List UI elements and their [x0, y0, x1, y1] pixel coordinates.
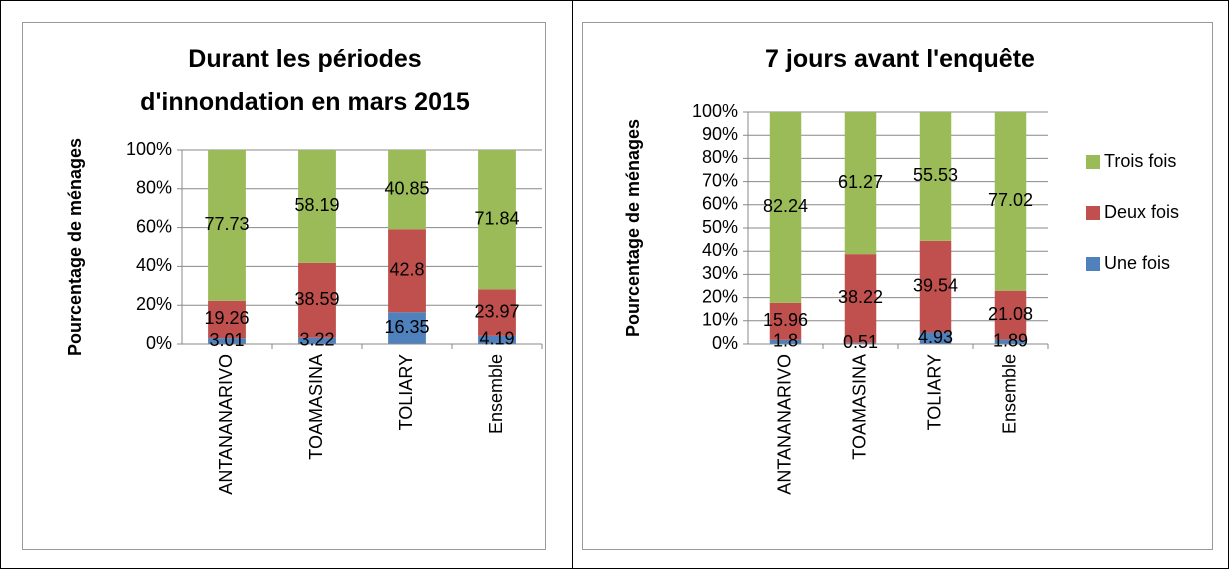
bar-segment	[298, 262, 336, 338]
x-tick-label: ANTANANARIVO	[774, 354, 794, 495]
data-label: 19.26	[204, 308, 249, 328]
bar-segment	[844, 254, 877, 343]
x-tick-label: ANTANANARIVO	[216, 354, 236, 495]
data-label: 38.22	[838, 287, 883, 307]
bar-segment	[919, 332, 952, 344]
x-tick-label: Ensemble	[999, 354, 1019, 434]
bar-segment	[769, 302, 802, 340]
bar-segment	[919, 112, 952, 241]
bar-segment	[298, 337, 336, 344]
chart-border	[22, 22, 546, 550]
y-tick-label: 100%	[692, 101, 738, 121]
legend-label: Une fois	[1104, 253, 1170, 273]
bar-segment	[388, 229, 426, 313]
data-label: 4.93	[918, 327, 953, 347]
bar-segment	[388, 312, 426, 344]
y-tick-label: 100%	[126, 139, 172, 159]
bar-segment	[208, 300, 246, 339]
y-tick-label: 10%	[702, 310, 738, 330]
chart-title: Durant les périodes d'innondation en mar…	[140, 45, 470, 116]
legend-label: Trois fois	[1104, 151, 1176, 171]
y-tick-label: 70%	[702, 170, 738, 190]
y-tick-label: 80%	[702, 147, 738, 167]
data-label: 3.01	[209, 330, 244, 350]
bar-segment	[994, 339, 1027, 344]
y-tick-label: 60%	[136, 216, 172, 236]
y-tick-label: 0%	[146, 333, 172, 353]
y-tick-label: 40%	[702, 240, 738, 260]
y-tick-label: 50%	[702, 217, 738, 237]
chart-border	[582, 22, 1213, 550]
bar-segment	[388, 150, 426, 230]
y-tick-label: 60%	[702, 194, 738, 214]
bar-segment	[994, 290, 1027, 340]
y-axis-label: Pourcentage de ménages	[65, 138, 85, 356]
legend-swatch	[1086, 155, 1100, 169]
bar-segment	[844, 342, 877, 344]
data-label: 21.08	[988, 304, 1033, 324]
x-tick-label: TOLIARY	[396, 354, 416, 430]
data-label: 1.89	[993, 331, 1028, 351]
x-tick-label: TOAMASINA	[849, 354, 869, 460]
data-label: 82.24	[763, 196, 808, 216]
data-label: 1.8	[773, 331, 798, 351]
legend-swatch	[1086, 257, 1100, 271]
data-label: 39.54	[913, 275, 958, 295]
data-label: 4.19	[479, 329, 514, 349]
bar-segment	[844, 112, 877, 255]
data-label: 16.35	[384, 317, 429, 337]
data-label: 0.51	[843, 332, 878, 352]
y-tick-label: 0%	[712, 333, 738, 353]
data-label: 38.59	[294, 289, 339, 309]
data-label: 40.85	[384, 178, 429, 198]
data-label: 55.53	[913, 165, 958, 185]
data-label: 71.84	[474, 208, 519, 228]
bar-segment	[208, 150, 246, 301]
y-tick-label: 20%	[136, 294, 172, 314]
bar-segment	[919, 240, 952, 333]
bar-segment	[478, 289, 516, 336]
cell-border	[572, 0, 1229, 569]
y-tick-label: 80%	[136, 178, 172, 198]
bar-segment	[769, 339, 802, 344]
data-label: 42.8	[389, 260, 424, 280]
x-tick-label: TOAMASINA	[306, 354, 326, 460]
bar-segment	[298, 150, 336, 263]
bar-segment	[478, 150, 516, 290]
y-tick-label: 30%	[702, 263, 738, 283]
bar-segment	[769, 112, 802, 303]
data-label: 77.02	[988, 190, 1033, 210]
data-label: 77.73	[204, 214, 249, 234]
bar-segment	[478, 335, 516, 344]
legend-swatch	[1086, 206, 1100, 220]
y-axis-label: Pourcentage de ménages	[623, 119, 643, 337]
x-tick-label: Ensemble	[486, 354, 506, 434]
data-label: 23.97	[474, 301, 519, 321]
data-label: 15.96	[763, 310, 808, 330]
data-label: 61.27	[838, 172, 883, 192]
bar-segment	[208, 338, 246, 344]
chart-title: 7 jours avant l'enquête	[765, 45, 1035, 73]
bar-segment	[994, 112, 1027, 291]
data-label: 58.19	[294, 195, 339, 215]
y-tick-label: 90%	[702, 124, 738, 144]
legend-label: Deux fois	[1104, 202, 1179, 222]
y-tick-label: 40%	[136, 255, 172, 275]
data-label: 3.22	[299, 330, 334, 350]
x-tick-label: TOLIARY	[924, 354, 944, 430]
y-tick-label: 20%	[702, 286, 738, 306]
